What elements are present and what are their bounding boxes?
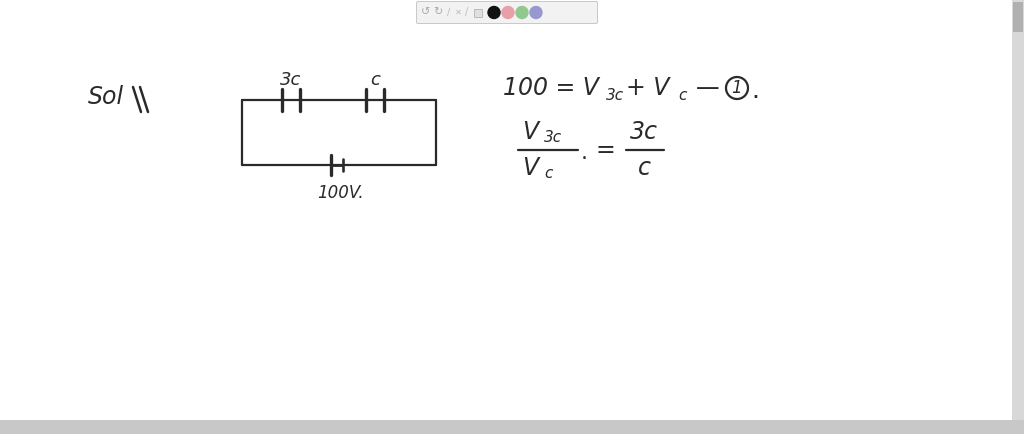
FancyBboxPatch shape [474, 9, 482, 16]
Text: ✕: ✕ [455, 8, 462, 17]
Text: 3c: 3c [544, 131, 562, 145]
Text: V: V [522, 156, 539, 180]
Bar [1012, 0, 1024, 420]
Text: c: c [544, 167, 552, 181]
Text: V: V [522, 120, 539, 144]
Circle shape [502, 7, 514, 19]
Text: .: . [581, 143, 588, 163]
Text: —: — [696, 76, 720, 100]
Circle shape [488, 7, 500, 19]
Text: ↺: ↺ [421, 7, 431, 17]
Text: c: c [678, 88, 686, 102]
Text: 100V.: 100V. [316, 184, 364, 202]
Text: 3c: 3c [606, 88, 624, 102]
Text: 3c: 3c [630, 120, 658, 144]
Circle shape [516, 7, 528, 19]
Text: Sol: Sol [88, 85, 124, 109]
Bar [0, 420, 1024, 434]
Circle shape [530, 7, 542, 19]
FancyBboxPatch shape [417, 1, 597, 23]
Text: c: c [370, 71, 380, 89]
Text: 1: 1 [732, 79, 742, 97]
Text: 100 = V: 100 = V [503, 76, 599, 100]
Text: ∕: ∕ [447, 7, 451, 17]
Bar [1013, 2, 1023, 32]
Text: ↻: ↻ [433, 7, 442, 17]
Text: .: . [751, 79, 759, 103]
Text: =: = [596, 138, 615, 162]
Text: /: / [465, 7, 469, 17]
Text: + V: + V [626, 76, 670, 100]
Text: 3c: 3c [281, 71, 302, 89]
Text: c: c [638, 156, 651, 180]
